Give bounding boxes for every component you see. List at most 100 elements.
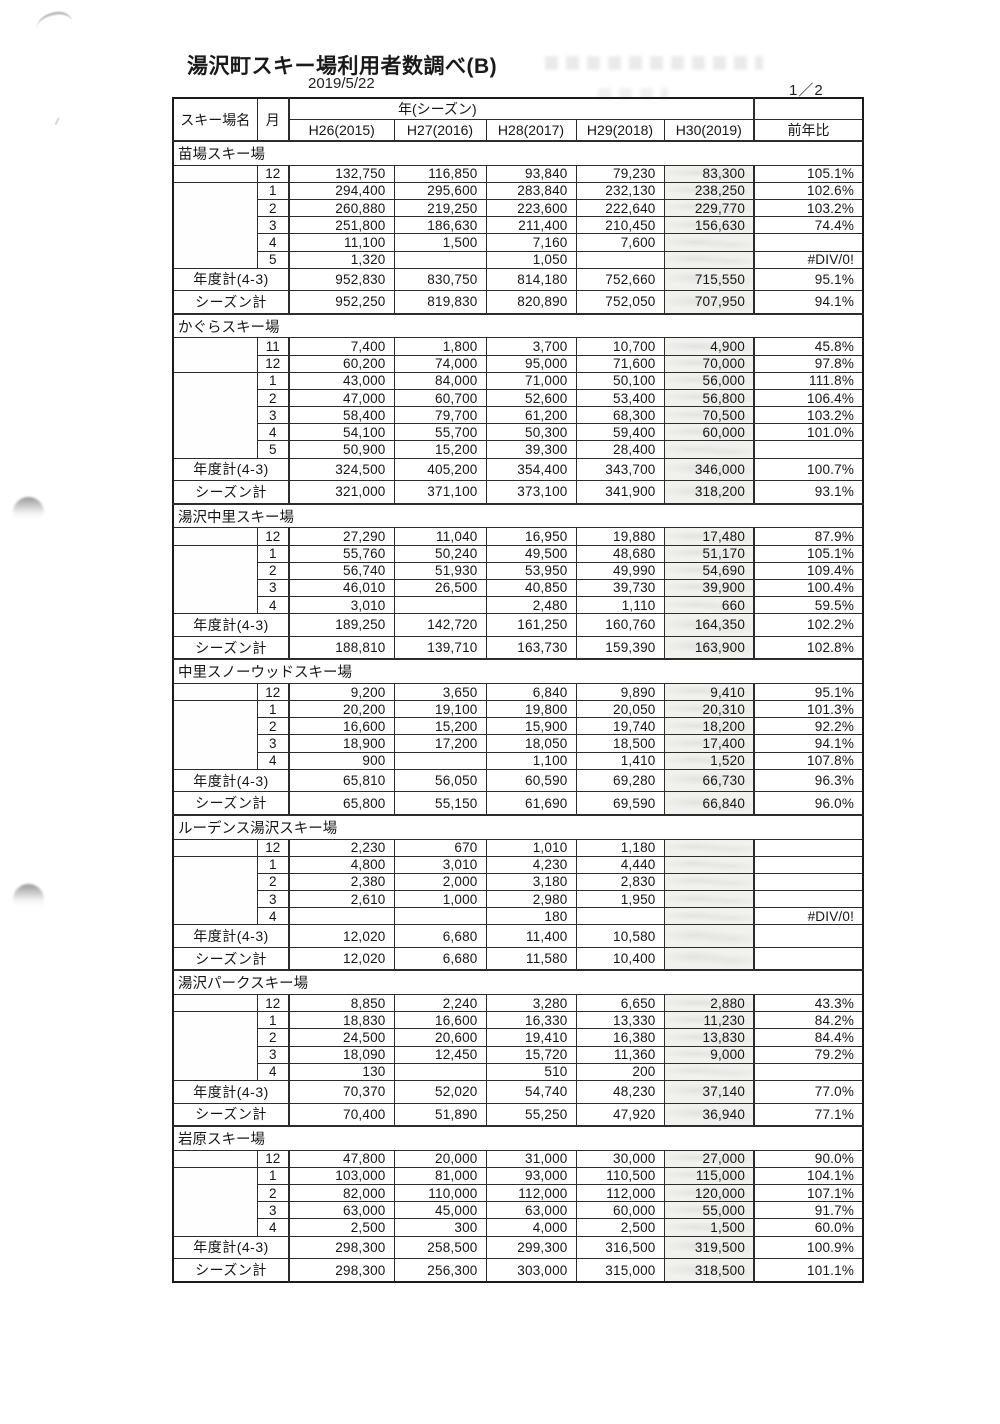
yoy-cell: 79.2%: [753, 1045, 864, 1064]
value-cell: 2,000: [393, 872, 487, 892]
value-cell: 69,280: [575, 768, 665, 793]
value-cell: 93,840: [485, 164, 577, 183]
value-cell: 315,000: [575, 1258, 665, 1283]
month-cell: 12: [256, 838, 290, 857]
value-cell: 47,800: [288, 1149, 395, 1168]
value-cell: 300: [393, 1218, 487, 1237]
yoy-cell: 95.1%: [753, 682, 864, 702]
value-cell: 258,500: [393, 1235, 487, 1260]
value-cell: 54,100: [288, 423, 395, 442]
value-cell: 79,700: [393, 406, 487, 425]
value-cell: 256,300: [393, 1258, 487, 1283]
value-cell: 251,800: [288, 216, 395, 235]
month-row: 3 58,400 79,700 61,200 68,300 70,500 103.2%: [173, 406, 864, 425]
value-cell: [663, 250, 755, 269]
yoy-cell: [753, 838, 864, 857]
value-cell: 820,890: [485, 290, 577, 315]
value-cell: 161,250: [485, 613, 577, 637]
document-title: 湯沢町スキー場利用者数調べ(B): [187, 55, 498, 78]
month-row: 3 251,800 186,630 211,400 210,450 156,630 74.4…: [173, 216, 864, 235]
season-total-row: シーズン計 65,800 55,150 61,690 69,590 66,840 96.0%: [172, 791, 864, 816]
value-cell: 6,650: [575, 994, 665, 1013]
value-cell: 11,400: [485, 924, 577, 948]
yoy-cell: [753, 890, 864, 909]
value-cell: 17,200: [393, 734, 487, 753]
yoy-cell: 59.5%: [753, 596, 864, 615]
total-label-cell: シーズン計: [172, 480, 290, 505]
section-name: かぐらスキー場: [172, 312, 864, 339]
month-cell: 4: [256, 233, 290, 252]
section-name: 苗場スキー場: [172, 139, 864, 166]
value-cell: 11,100: [288, 233, 395, 252]
value-cell: 52,600: [485, 388, 577, 408]
yoy-cell: 105.1%: [753, 164, 864, 183]
value-cell: 56,740: [288, 561, 395, 580]
value-cell: 12,450: [393, 1045, 487, 1064]
yoy-cell: 91.7%: [753, 1201, 864, 1220]
yoy-cell: 87.9%: [753, 527, 864, 546]
value-cell: 45,000: [393, 1201, 487, 1220]
value-cell: 13,330: [575, 1011, 665, 1030]
value-cell: 371,100: [393, 480, 487, 505]
value-cell: 189,250: [288, 613, 395, 637]
month-row: 4 54,100 55,700 50,300 59,400 60,000 101.0%: [173, 423, 864, 442]
value-cell: 48,230: [575, 1079, 665, 1104]
yoy-cell: 84.2%: [753, 1011, 864, 1030]
month-cell: 12: [256, 527, 290, 546]
month-row: 5 50,900 15,200 39,300 28,400: [173, 440, 864, 459]
value-cell: [393, 751, 487, 770]
total-label-cell: 年度計(4-3): [172, 768, 290, 793]
small-mark-artifact: [54, 117, 64, 127]
value-cell: 303,000: [485, 1258, 577, 1283]
month-cell: 1: [256, 181, 290, 200]
value-cell: 200: [575, 1062, 665, 1081]
annual-total-row: 年度計(4-3) 189,250 142,720 161,250 160,760 164,…: [172, 613, 864, 637]
value-cell: 2,880: [663, 994, 755, 1013]
value-cell: 373,100: [485, 480, 577, 505]
annual-total-row: 年度計(4-3) 12,020 6,680 11,400 10,580: [172, 924, 864, 948]
value-cell: 159,390: [575, 635, 665, 660]
value-cell: 30,000: [575, 1149, 665, 1168]
month-cell: 2: [256, 388, 290, 408]
value-cell: 26,500: [393, 578, 487, 598]
yoy-cell: #DIV/0!: [753, 250, 864, 269]
col-header-year: H28(2017): [485, 119, 577, 142]
value-cell: 60,590: [485, 768, 577, 793]
value-cell: 223,600: [485, 198, 577, 218]
total-label-cell: シーズン計: [172, 290, 290, 315]
value-cell: 18,900: [288, 734, 395, 753]
value-cell: 11,230: [663, 1011, 755, 1030]
value-cell: 1,520: [663, 751, 755, 770]
month-row: 2 82,000 110,000 112,000 112,000 120,000 107.1…: [173, 1184, 864, 1203]
section-header-row: 湯沢中里スキー場: [172, 502, 864, 529]
value-cell: 65,810: [288, 768, 395, 793]
document-date: 2019/5/22: [308, 75, 375, 92]
value-cell: 1,320: [288, 250, 395, 269]
value-cell: 55,150: [393, 791, 487, 816]
month-cell: 4: [256, 751, 290, 770]
month-cell: 1: [256, 700, 290, 719]
yoy-cell: 84.4%: [753, 1028, 864, 1047]
value-cell: 15,720: [485, 1045, 577, 1064]
value-cell: 3,650: [393, 682, 487, 702]
value-cell: 164,350: [663, 613, 755, 637]
value-cell: [575, 250, 665, 269]
value-cell: 81,000: [393, 1166, 487, 1186]
col-header-blank: [753, 97, 864, 120]
value-cell: 39,730: [575, 578, 665, 598]
month-cell: 3: [256, 1201, 290, 1220]
col-header-year: H27(2016): [393, 119, 487, 142]
value-cell: [393, 1062, 487, 1081]
value-cell: 31,000: [485, 1149, 577, 1168]
month-cell: 5: [256, 250, 290, 269]
yoy-cell: 102.8%: [753, 635, 864, 660]
value-cell: 49,500: [485, 544, 577, 563]
total-label-cell: シーズン計: [172, 635, 290, 660]
value-cell: 36,940: [663, 1102, 755, 1127]
resort-spacer-cell: [172, 838, 258, 857]
resort-spacer-cell: [172, 1166, 258, 1237]
value-cell: 346,000: [663, 457, 755, 482]
month-cell: 1: [256, 1011, 290, 1030]
total-label-cell: 年度計(4-3): [172, 1079, 290, 1104]
value-cell: 715,550: [663, 267, 755, 292]
